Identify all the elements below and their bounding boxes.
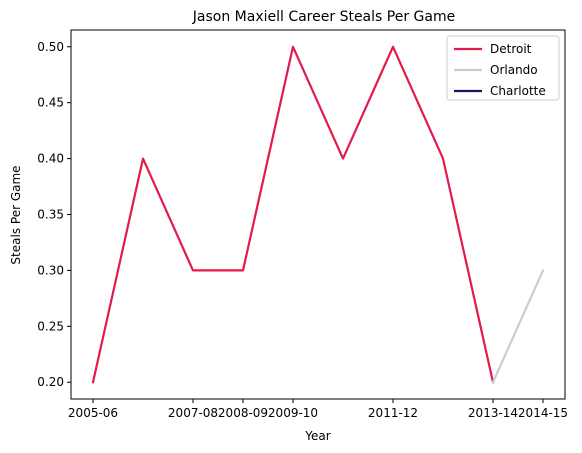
x-tick-label: 2009-10	[268, 406, 318, 420]
y-tick-label: 0.20	[37, 375, 64, 389]
x-tick-label: 2008-09	[218, 406, 268, 420]
x-tick-label: 2014-15	[518, 406, 568, 420]
legend-label-charlotte: Charlotte	[490, 84, 546, 98]
x-tick-label: 2011-12	[368, 406, 418, 420]
y-tick-label: 0.40	[37, 152, 64, 166]
y-tick-label: 0.45	[37, 96, 64, 110]
series-line-detroit	[93, 47, 493, 382]
x-tick-label: 2013-14	[468, 406, 518, 420]
series-line-orlando	[493, 270, 543, 382]
y-tick-label: 0.50	[37, 40, 64, 54]
y-tick-label: 0.25	[37, 319, 64, 333]
y-tick-label: 0.30	[37, 263, 64, 277]
y-axis-ticks: 0.20 0.25 0.30 0.35 0.40 0.45 0.50	[37, 40, 71, 389]
legend: Detroit Orlando Charlotte	[447, 36, 559, 100]
x-axis-label: Year	[304, 429, 330, 443]
y-tick-label: 0.35	[37, 208, 64, 222]
legend-label-detroit: Detroit	[490, 42, 532, 56]
chart-title: Jason Maxiell Career Steals Per Game	[192, 9, 455, 25]
x-tick-label: 2007-08	[168, 406, 218, 420]
x-tick-label: 2005-06	[68, 406, 118, 420]
y-axis-label: Steals Per Game	[9, 165, 23, 264]
legend-label-orlando: Orlando	[490, 63, 538, 77]
x-axis-ticks: 2005-06 2007-08 2008-09 2009-10 2011-12 2013-…	[68, 399, 568, 420]
